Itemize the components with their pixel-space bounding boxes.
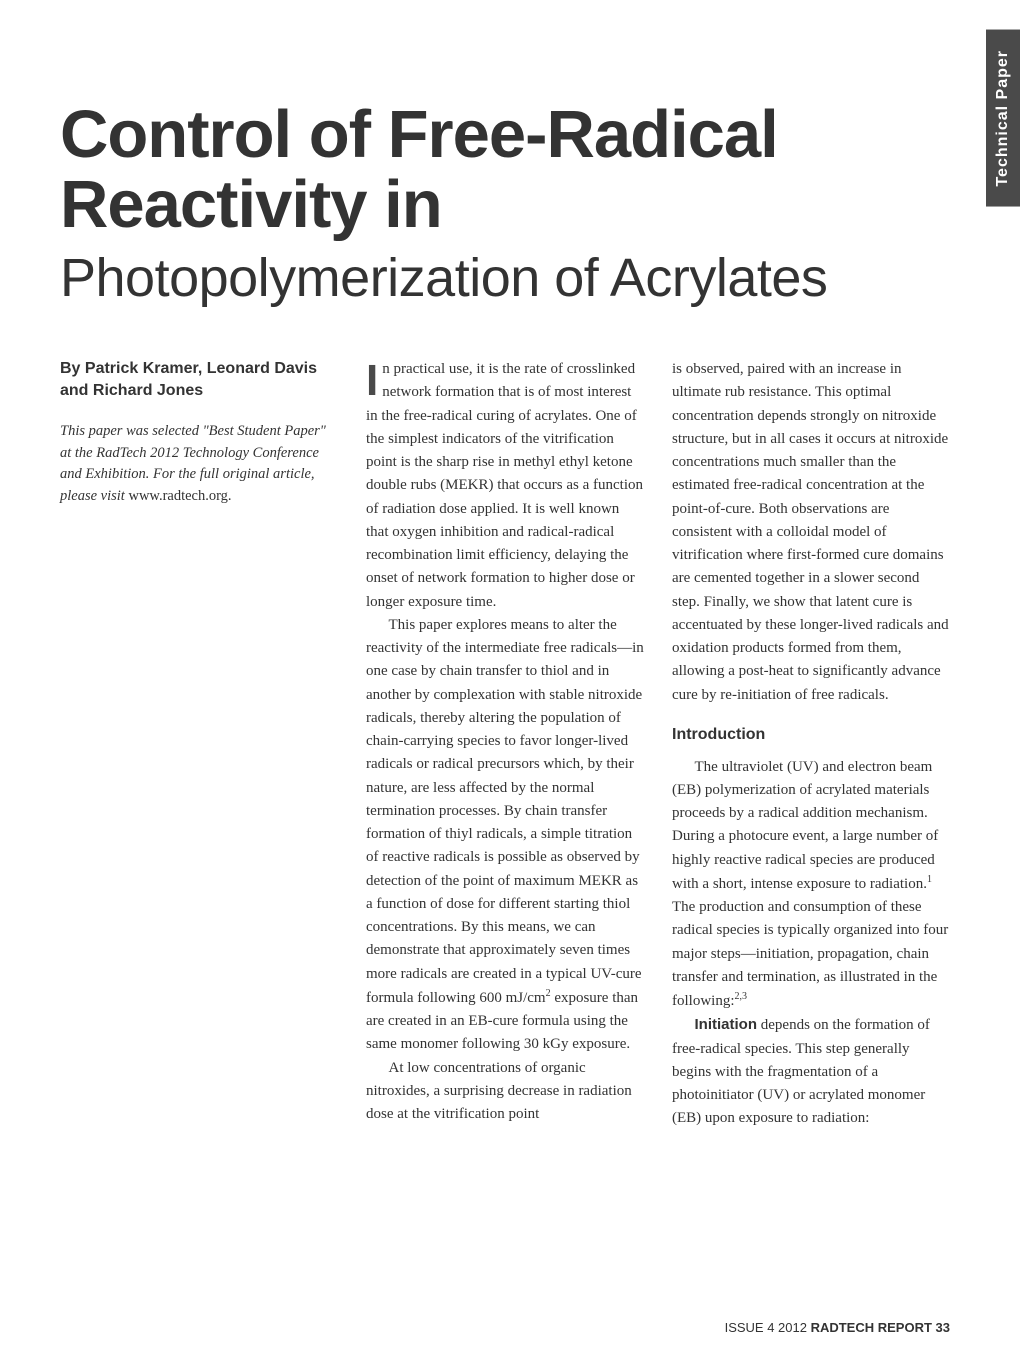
dropcap: I <box>366 362 378 399</box>
footer-issue: ISSUE 4 2012 <box>725 1320 811 1335</box>
side-tab: Technical Paper <box>986 30 1020 207</box>
page-content: Control of Free-Radical Reactivity in Ph… <box>0 0 1020 1171</box>
title-block: Control of Free-Radical Reactivity in Ph… <box>60 100 950 308</box>
col3-p2b: The production and consumption of these … <box>672 899 948 1009</box>
col2-para-1: In practical use, it is the rate of cros… <box>366 358 644 614</box>
page-footer: ISSUE 4 2012 RADTECH REPORT 33 <box>725 1320 950 1335</box>
title-line-1: Control of Free-Radical <box>60 100 950 170</box>
col3-para-1: is observed, paired with an increase in … <box>672 358 950 707</box>
col2-p1-text: n practical use, it is the rate of cross… <box>366 361 643 610</box>
title-line-3: Photopolymerization of Acrylates <box>60 249 950 308</box>
ref-1: 1 <box>927 874 932 885</box>
columns-container: By Patrick Kramer, Leonard Davis and Ric… <box>60 358 950 1131</box>
byline: By Patrick Kramer, Leonard Davis and Ric… <box>60 358 338 403</box>
col3-p2a: The ultraviolet (UV) and electron beam (… <box>672 759 938 892</box>
column-3: is observed, paired with an increase in … <box>672 358 950 1131</box>
column-1: By Patrick Kramer, Leonard Davis and Ric… <box>60 358 338 1131</box>
col3-p3-text: depends on the formation of free-radical… <box>672 1017 930 1126</box>
col2-para-3: At low concentrations of organic nitroxi… <box>366 1057 644 1127</box>
section-heading-introduction: Introduction <box>672 723 950 748</box>
ref-2-3: 2,3 <box>735 991 748 1002</box>
col3-para-3: Initiation depends on the formation of f… <box>672 1013 950 1130</box>
footer-page-number: 33 <box>936 1320 950 1335</box>
paper-note: This paper was selected "Best Student Pa… <box>60 421 338 508</box>
col2-para-2: This paper explores means to alter the r… <box>366 614 644 1057</box>
footer-publication: RADTECH REPORT <box>811 1320 936 1335</box>
col3-para-2: The ultraviolet (UV) and electron beam (… <box>672 756 950 1014</box>
initiation-bold: Initiation <box>695 1016 758 1033</box>
col2-p2a: This paper explores means to alter the r… <box>366 617 644 1006</box>
note-link: www.radtech.org. <box>128 488 231 504</box>
title-line-2: Reactivity in <box>60 170 950 240</box>
column-2: In practical use, it is the rate of cros… <box>366 358 644 1131</box>
